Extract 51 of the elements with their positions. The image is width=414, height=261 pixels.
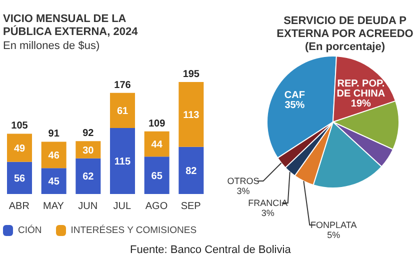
- bar: [144, 156, 170, 194]
- data-label: 115: [114, 156, 131, 168]
- bar: [178, 146, 204, 194]
- data-label: 113: [183, 110, 200, 121]
- data-label: 35%: [284, 100, 305, 112]
- bar: [41, 168, 66, 194]
- data-label: 3%: [261, 208, 274, 218]
- bar: [110, 92, 135, 128]
- slice-label: CAF: [284, 90, 305, 102]
- total-label: 109: [148, 118, 166, 130]
- x-tick-label: SEP: [180, 201, 202, 212]
- total-label: 105: [11, 120, 28, 132]
- slice-label: OTROS: [227, 176, 260, 186]
- x-tick-label: ABR: [8, 201, 30, 212]
- source-note: Fuente: Banco Central de Bolivia: [130, 244, 291, 256]
- total-label: 176: [114, 80, 132, 91]
- data-label: 3%: [236, 186, 250, 196]
- data-label: 62: [82, 172, 94, 183]
- x-tick-label: AGO: [145, 201, 168, 212]
- total-label: 92: [82, 128, 94, 140]
- bar: [110, 128, 135, 194]
- data-label: 5%: [327, 230, 340, 240]
- chart-title: VICIO MENSUAL DE LA PÚBLICA EXTERNA, 2024: [3, 13, 139, 38]
- bar: [7, 162, 32, 194]
- data-label: 30: [82, 145, 94, 156]
- data-label: 65: [151, 170, 163, 182]
- x-tick-label: MAY: [43, 201, 64, 212]
- legend-label: CIÓN: [17, 225, 42, 236]
- data-label: 56: [14, 173, 26, 184]
- data-label: 19%: [350, 98, 372, 110]
- data-label: 61: [116, 106, 128, 117]
- data-label: 82: [186, 166, 198, 177]
- bar: [76, 158, 101, 194]
- slice-label: FRANCIA: [248, 198, 288, 208]
- data-label: 49: [14, 143, 26, 154]
- slice-label: FONPLATA: [310, 220, 357, 230]
- data-label: 44: [151, 140, 163, 151]
- bar: [178, 82, 204, 147]
- data-label: 45: [48, 176, 60, 188]
- bar: [7, 134, 32, 162]
- data-label: 46: [48, 150, 60, 162]
- bar: [41, 142, 66, 168]
- slice-label: REP. POP. DE CHINA: [336, 78, 386, 100]
- legend-label: INTERÉSES Y COMISIONES: [70, 225, 197, 236]
- total-label: 91: [48, 128, 60, 140]
- total-label: 195: [182, 69, 200, 80]
- x-tick-label: JUL: [113, 201, 132, 212]
- x-tick-label: JUN: [78, 201, 98, 212]
- chart-subtitle: En millones de $us): [3, 40, 100, 52]
- chart-title: SERVICIO DE DEUDA P EXTERNA POR ACREEDO (En porcentaje): [276, 15, 414, 53]
- bar: [144, 131, 170, 157]
